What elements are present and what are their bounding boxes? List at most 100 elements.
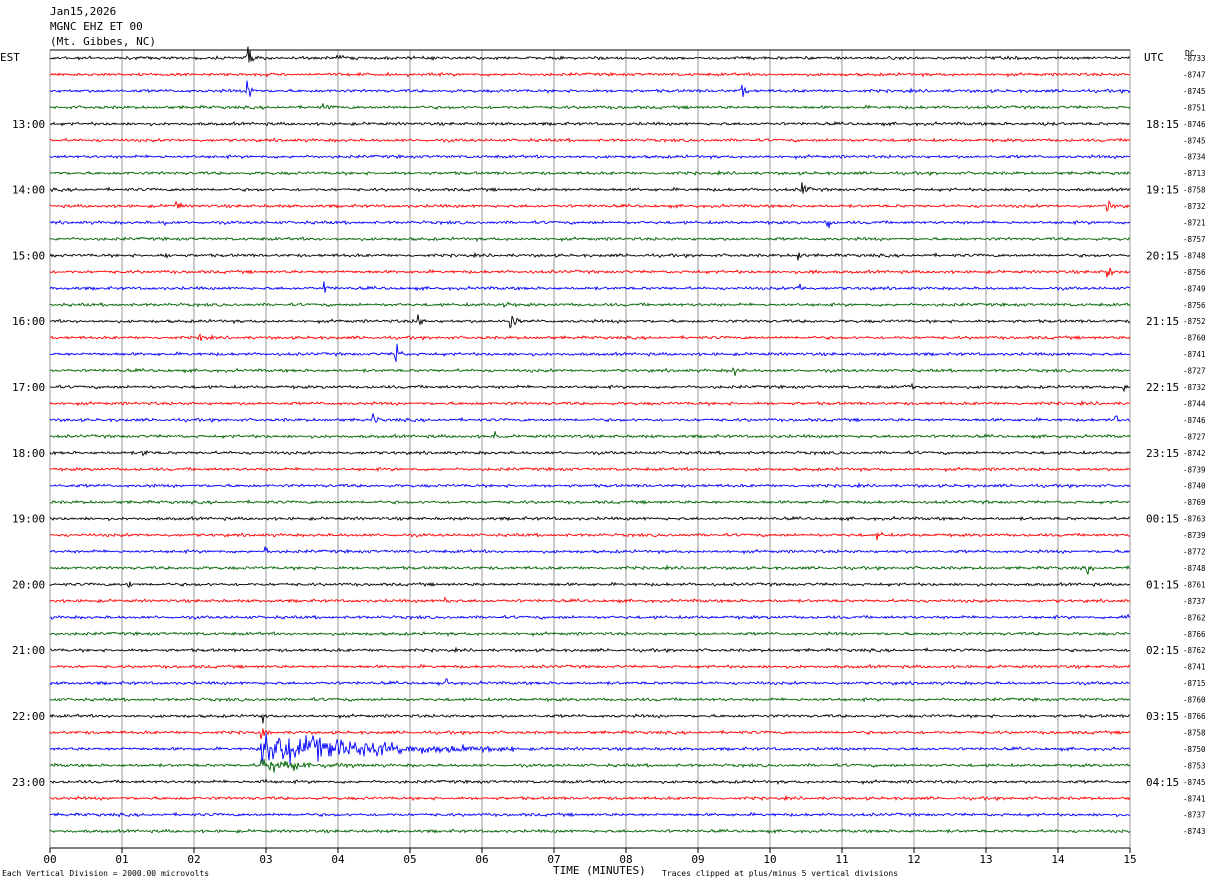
seismic-traces	[49, 46, 1131, 835]
x-tick-label: 05	[403, 853, 416, 866]
utc-hour-label: 23:15	[1146, 447, 1179, 460]
seismic-trace	[49, 46, 1131, 63]
dc-offset-label: -8756	[1183, 268, 1206, 277]
utc-hour-label: 21:15	[1146, 315, 1179, 328]
utc-hour-label: 04:15	[1146, 776, 1179, 789]
seismic-trace	[50, 332, 1131, 342]
dc-offset-label: -8760	[1183, 334, 1206, 343]
seismic-trace	[49, 71, 1131, 78]
dc-offset-label: -8772	[1183, 548, 1206, 557]
seismic-trace	[49, 482, 1131, 489]
dc-offset-label: -8757	[1183, 235, 1206, 244]
dc-offset-label: -8758	[1183, 728, 1206, 737]
seismic-trace	[49, 153, 1131, 160]
seismic-trace	[49, 596, 1131, 604]
station-code: MGNC EHZ ET 00	[50, 20, 143, 33]
seismic-trace	[49, 219, 1131, 228]
seismic-trace	[49, 267, 1131, 278]
dc-offset-label: -8766	[1183, 630, 1206, 639]
seismic-trace	[49, 564, 1131, 575]
utc-hour-label: 19:15	[1146, 184, 1179, 197]
dc-offset-label: -8748	[1183, 564, 1206, 573]
est-hour-label: 22:00	[12, 710, 45, 723]
x-tick-label: 14	[1051, 853, 1065, 866]
seismic-trace	[49, 399, 1131, 407]
seismic-trace	[49, 281, 1131, 293]
seismic-trace	[49, 828, 1131, 835]
dc-offset-label: -8741	[1183, 794, 1206, 803]
seismic-trace	[49, 120, 1131, 127]
x-tick-label: 15	[1123, 853, 1136, 866]
dc-offset-label: -8737	[1183, 597, 1206, 606]
seismic-trace	[49, 531, 1131, 541]
scale-note: Each Vertical Division = 2000.00 microvo…	[2, 869, 210, 878]
dc-offset-label: -8745	[1183, 136, 1206, 145]
x-tick-label: 07	[547, 853, 560, 866]
x-tick-label: 11	[835, 853, 848, 866]
seismic-trace	[49, 499, 1131, 505]
x-axis-title: TIME (MINUTES)	[553, 864, 646, 877]
dc-offset-label: -8732	[1183, 383, 1206, 392]
dc-offset-label: -8753	[1183, 761, 1206, 770]
seismic-trace	[49, 466, 1131, 473]
dc-offset-label: -8752	[1183, 317, 1206, 326]
seismic-trace	[49, 449, 1131, 457]
utc-hour-label: 03:15	[1146, 710, 1179, 723]
seismic-trace	[49, 696, 1131, 703]
x-tick-label: 03	[259, 853, 272, 866]
dc-offset-label: -8769	[1183, 498, 1206, 507]
est-hour-label: 18:00	[12, 447, 45, 460]
dc-offset-label: -8741	[1183, 350, 1206, 359]
est-hour-label: 15:00	[12, 249, 45, 262]
dc-offset-label: -8746	[1183, 120, 1206, 129]
seismic-trace	[49, 301, 1131, 309]
est-hour-label: 19:00	[12, 513, 45, 526]
dc-offset-label: -8751	[1183, 103, 1206, 112]
seismic-trace	[49, 137, 1131, 144]
seismic-trace	[49, 778, 1131, 785]
seismic-trace	[49, 631, 1131, 637]
dc-offset-label: -8746	[1183, 416, 1206, 425]
x-tick-label: 10	[763, 853, 776, 866]
est-label: EST	[0, 51, 20, 64]
est-hour-label: 14:00	[12, 184, 45, 197]
dc-offset-label: -8742	[1183, 449, 1206, 458]
seismic-trace	[49, 515, 1131, 522]
est-hour-label: 13:00	[12, 118, 45, 131]
seismic-trace	[49, 733, 1131, 765]
seismic-trace	[49, 663, 1131, 670]
dc-offset-label: -8745	[1183, 87, 1206, 96]
est-hour-label: 23:00	[12, 776, 45, 789]
seismic-trace	[49, 728, 1131, 740]
seismic-trace	[49, 251, 1131, 261]
utc-hour-label: 02:15	[1146, 644, 1179, 657]
est-hour-label: 17:00	[12, 381, 45, 394]
dc-offset-label: -8766	[1183, 712, 1206, 721]
dc-offset-label: -8739	[1183, 465, 1206, 474]
seismic-trace	[49, 382, 1131, 393]
x-tick-label: 12	[907, 853, 920, 866]
dc-offset-label: -8732	[1183, 202, 1206, 211]
seismic-trace	[49, 794, 1131, 802]
x-tick-label: 13	[979, 853, 992, 866]
utc-hour-label: 20:15	[1146, 249, 1179, 262]
seismic-trace	[49, 103, 1131, 111]
x-tick-label: 06	[475, 853, 488, 866]
seismic-trace	[49, 343, 1131, 362]
dc-offset-label: -8761	[1183, 580, 1206, 589]
x-tick-label: 01	[115, 853, 128, 866]
dc-offset-label: -8737	[1183, 811, 1206, 820]
dc-offset-label: -8743	[1183, 827, 1206, 836]
dc-offset-label: -8715	[1183, 679, 1206, 688]
dc-offset-label: -8713	[1183, 169, 1206, 178]
seismic-trace	[49, 431, 1131, 440]
dc-offset-label: -8758	[1183, 186, 1206, 195]
plot-date: Jan15,2026	[50, 5, 117, 18]
utc-hour-label: 22:15	[1146, 381, 1179, 394]
seismic-trace	[49, 758, 1131, 773]
dc-offset-label: -8747	[1183, 70, 1206, 79]
x-tick-label: 00	[43, 853, 56, 866]
seismic-trace	[49, 678, 1131, 687]
dc-offset-label: -8748	[1183, 251, 1206, 260]
